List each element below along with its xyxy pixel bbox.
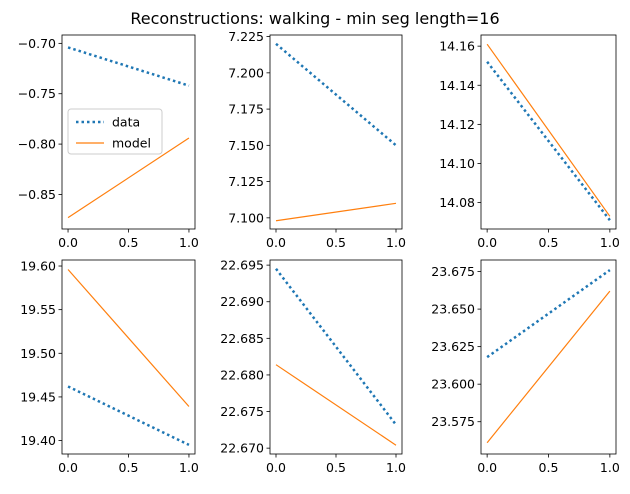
subplot-6: 23.575 23.600 23.625 23.650 23.675 0.0 0.5 1.0	[431, 259, 620, 475]
y-tick-label: 7.150	[228, 138, 264, 153]
series-line-model	[275, 364, 397, 446]
series-line-data	[67, 385, 190, 447]
axes-frame	[269, 34, 403, 230]
y-tick-label: 22.685	[220, 331, 264, 346]
x-tick-label: 0.0	[477, 460, 497, 475]
x-tick-label: 0.0	[477, 235, 497, 250]
y-tick-label: −0.85	[18, 187, 56, 202]
y-tick-label: 23.650	[431, 302, 475, 317]
y-tick-label: 23.575	[431, 414, 475, 429]
y-tick-label: 22.695	[220, 258, 264, 273]
x-tick-label: 0.5	[326, 460, 346, 475]
axes-frame	[61, 259, 196, 455]
y-tick-label: 7.225	[228, 29, 264, 44]
y-tick-label: 7.200	[228, 65, 264, 80]
x-tick-label: 0.5	[119, 460, 139, 475]
x-tick-label: 1.0	[386, 235, 406, 250]
y-tick-label: 14.12	[439, 117, 475, 132]
subplot-3: 14.08 14.10 14.12 14.14 14.16 0.0 0.5 1.0	[439, 34, 620, 250]
x-tick-label: 1.0	[179, 460, 199, 475]
y-tick-label: 7.100	[228, 210, 264, 225]
x-tick-label: 0.5	[326, 235, 346, 250]
series-line-data	[275, 268, 397, 426]
y-tick-label: 14.10	[439, 156, 475, 171]
subplot-5: 22.670 22.675 22.680 22.685 22.690 22.695 0.0 0…	[220, 258, 406, 475]
legend: data model	[67, 108, 163, 155]
y-tick-label: 23.675	[431, 264, 475, 279]
x-tick-label: 0.0	[266, 235, 286, 250]
series-line-data	[486, 61, 611, 221]
x-tick-label: 0.5	[539, 235, 559, 250]
y-tick-label: 23.625	[431, 339, 475, 354]
series-line-model	[486, 290, 611, 444]
x-tick-label: 1.0	[179, 235, 199, 250]
figure-title: Reconstructions: walking - min seg lengt…	[130, 9, 499, 28]
x-tick-label: 1.0	[600, 235, 620, 250]
y-tick-label: 7.125	[228, 174, 264, 189]
y-tick-label: 19.55	[20, 302, 56, 317]
subplot-1: −0.70 −0.75 −0.80 −0.85 0.0 0.5 1.0 data model	[18, 34, 199, 250]
y-tick-label: 7.175	[228, 102, 264, 117]
y-tick-label: −0.80	[18, 137, 56, 152]
x-tick-label: 0.5	[539, 460, 559, 475]
y-tick-label: 14.16	[439, 39, 475, 54]
series-line-model	[67, 269, 190, 407]
legend-label: data	[112, 115, 140, 130]
x-tick-label: 0.5	[119, 235, 139, 250]
legend-label: model	[112, 136, 151, 151]
x-tick-label: 1.0	[600, 460, 620, 475]
y-tick-label: 19.50	[20, 346, 56, 361]
axes-frame	[269, 259, 403, 455]
y-tick-label: 22.675	[220, 404, 264, 419]
y-tick-label: 23.600	[431, 377, 475, 392]
y-tick-label: 19.45	[20, 389, 56, 404]
subplot-2: 7.100 7.125 7.150 7.175 7.200 7.225 0.0 0.5 1.0	[228, 29, 406, 250]
y-tick-label: 22.670	[220, 441, 264, 456]
series-line-data	[67, 46, 190, 87]
y-tick-label: 14.08	[439, 195, 475, 210]
series-line-model	[67, 137, 190, 219]
y-tick-label: 19.60	[20, 259, 56, 274]
series-line-model	[486, 43, 611, 217]
series-line-model	[275, 202, 397, 222]
y-tick-label: 22.690	[220, 294, 264, 309]
x-tick-label: 1.0	[386, 460, 406, 475]
subplot-4: 19.40 19.45 19.50 19.55 19.60 0.0 0.5 1.0	[20, 259, 199, 475]
y-tick-label: 14.14	[439, 78, 475, 93]
series-line-data	[275, 42, 397, 147]
y-tick-label: 19.40	[20, 433, 56, 448]
y-tick-label: 22.680	[220, 367, 264, 382]
x-tick-label: 0.0	[266, 460, 286, 475]
x-tick-label: 0.0	[58, 460, 78, 475]
y-tick-label: −0.70	[18, 36, 56, 51]
y-tick-label: −0.75	[18, 86, 56, 101]
x-tick-label: 0.0	[58, 235, 78, 250]
